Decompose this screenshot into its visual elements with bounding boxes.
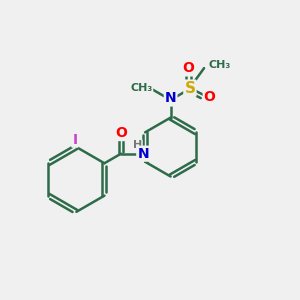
- Text: O: O: [115, 126, 127, 140]
- Text: O: O: [182, 61, 194, 75]
- Text: I: I: [72, 133, 77, 147]
- Text: N: N: [137, 147, 149, 161]
- Text: H: H: [133, 140, 142, 150]
- Text: S: S: [184, 81, 195, 96]
- Text: CH₃: CH₃: [130, 83, 153, 93]
- Text: O: O: [204, 90, 216, 104]
- Text: CH₃: CH₃: [208, 60, 231, 70]
- Text: N: N: [165, 92, 176, 106]
